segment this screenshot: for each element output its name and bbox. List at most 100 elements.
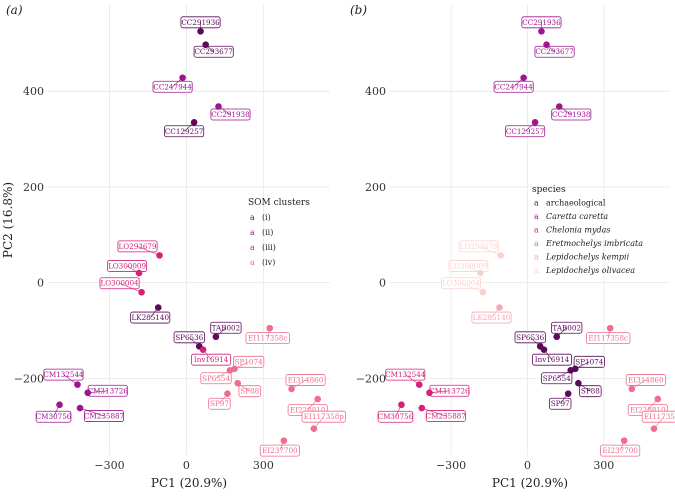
point-label: CM235887	[426, 412, 467, 421]
point-label: CC291938	[552, 110, 591, 119]
point-label: SP88	[240, 387, 259, 396]
legend-entry: (iv)	[262, 258, 275, 267]
data-point	[202, 41, 209, 49]
panel-a: −300 0 300 −200 0 200 400 PC1 (20.9%) (a) CC29193…	[6, 3, 347, 490]
label-box	[210, 108, 251, 121]
legend-entry: archaeological	[546, 199, 606, 208]
point-label: EI314860	[288, 375, 324, 384]
data-point	[555, 103, 563, 110]
label-box	[200, 372, 232, 385]
data-point	[418, 404, 426, 412]
label-leader	[460, 282, 484, 293]
point-label: EI117358p	[644, 412, 675, 421]
point-label: CC293677	[535, 47, 574, 56]
legend-entry: Chelonia mydas	[546, 226, 611, 235]
label-leader	[429, 390, 450, 394]
point-label: Inv16914	[535, 355, 570, 364]
x-axis-title: PC1 (20.9%)	[151, 476, 227, 490]
y-tick-label: −200	[14, 372, 44, 385]
legend-key: a	[250, 258, 255, 267]
point-label: CC291938	[211, 110, 250, 119]
data-point	[84, 389, 92, 397]
point-label: EI117358p	[304, 412, 345, 421]
y-tick-label: 0	[379, 277, 386, 290]
y-tick-label: 0	[37, 277, 44, 290]
legend-key: a	[534, 266, 539, 275]
y-tick-label: 200	[23, 181, 44, 194]
label-leader	[137, 246, 160, 256]
data-point	[540, 346, 548, 353]
legend-entry: (ii)	[262, 228, 273, 237]
x-tick-label: 300	[593, 459, 614, 472]
data-point	[280, 437, 288, 444]
legend-key: a	[250, 228, 255, 237]
data-point	[234, 379, 242, 387]
data-point	[520, 74, 527, 82]
data-point	[135, 269, 143, 277]
label-box	[285, 374, 326, 386]
data-point	[224, 390, 231, 398]
label-leader	[119, 282, 142, 293]
data-point	[543, 41, 550, 49]
legend-key: a	[534, 212, 539, 221]
point-label: CM235887	[84, 412, 125, 421]
data-point	[215, 103, 222, 110]
legend-entry: Lepidochelys kempii	[545, 253, 630, 262]
y-tick-label: 400	[23, 85, 44, 98]
legend-entry: (iii)	[262, 243, 276, 252]
label-leader	[87, 390, 108, 394]
point-label: EI314860	[628, 375, 664, 384]
data-point	[496, 304, 503, 311]
data-point	[477, 269, 484, 277]
data-point	[56, 401, 63, 409]
data-point	[606, 324, 614, 332]
data-point	[314, 395, 321, 403]
x-tick-label: 0	[183, 459, 190, 472]
point-label: Inv16914	[194, 355, 229, 364]
data-point	[654, 395, 662, 403]
y-tick-label: −200	[356, 372, 386, 385]
data-point	[553, 333, 561, 341]
point-label: CM313726	[429, 386, 470, 395]
legend-key: a	[250, 213, 255, 222]
label-leader	[421, 407, 446, 417]
label-leader	[79, 407, 105, 417]
y-tick-label: 200	[365, 181, 386, 194]
legend-key: a	[534, 239, 539, 248]
legend-key: a	[534, 226, 539, 235]
data-point	[226, 366, 234, 374]
data-point	[179, 74, 186, 82]
data-point	[76, 404, 84, 412]
data-point	[156, 252, 163, 259]
x-axis-title: PC1 (20.9%)	[492, 476, 568, 490]
data-point	[288, 385, 295, 393]
data-point	[479, 288, 487, 296]
data-point	[497, 252, 505, 259]
label-leader	[478, 246, 501, 256]
legend-title: species	[532, 185, 566, 195]
data-point	[310, 425, 318, 432]
data-point	[190, 118, 198, 126]
x-tick-label: 300	[253, 459, 274, 472]
data-point	[154, 304, 162, 311]
data-point	[564, 390, 572, 398]
data-point	[74, 381, 81, 388]
label-box	[107, 260, 148, 272]
legend-key: a	[534, 199, 539, 208]
data-point	[199, 346, 207, 353]
point-label: SP1074	[235, 357, 263, 366]
y-axis-title: PC2 (16.8%)	[1, 182, 15, 258]
legend-entry: Lepidochelys olivacea	[545, 266, 635, 275]
legend-key: a	[250, 243, 255, 252]
plot-area	[48, 5, 330, 455]
data-point	[398, 401, 405, 409]
data-point	[197, 28, 204, 35]
plot-area	[390, 5, 670, 455]
panel-b: −300 0 300 −200 0 200 400 PC1 (20.9%) (b) CC29193…	[350, 3, 675, 490]
point-label: CC293677	[194, 47, 233, 56]
point-label: SP1074	[575, 357, 603, 366]
label-box	[377, 410, 414, 423]
legend-key: a	[534, 253, 539, 262]
data-point	[628, 385, 636, 393]
